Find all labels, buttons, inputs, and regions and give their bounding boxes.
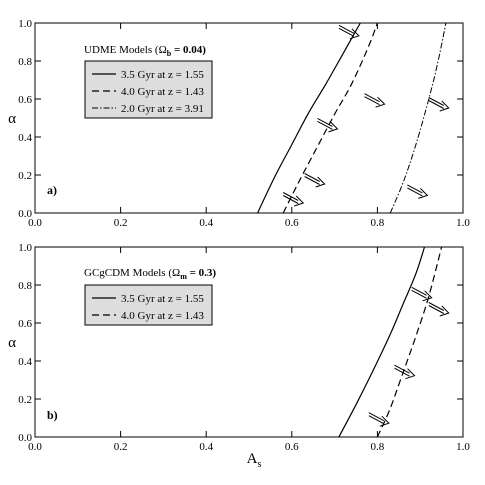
legend-entry: 3.5 Gyr at z = 1.55 — [121, 69, 204, 81]
panel-b: 0.0 0.2 0.4 0.6 0.8 1.0 0.00.20.40.60.81.0 α … — [8, 242, 470, 470]
series-line — [257, 22, 361, 214]
arrow-group — [368, 286, 450, 427]
y-ticks: 0.0 0.2 0.4 0.6 0.8 1.0 — [18, 18, 463, 220]
y-tick-label: 0.6 — [18, 318, 32, 330]
x-tick-label: 0.0 — [28, 217, 42, 229]
series-line — [338, 246, 426, 438]
panel-a: 0.0 0.2 0.4 0.6 0.8 1.0 0.00.20.40.60.81.0 α … — [8, 18, 470, 229]
legend-entry: 3.5 Gyr at z = 1.55 — [121, 293, 204, 305]
x-axis-title: As — [247, 451, 262, 470]
y-tick-label: 0.4 — [18, 356, 32, 368]
y-tick-label: 1.0 — [18, 242, 32, 254]
legend-title-sub: b — [167, 49, 172, 58]
legend-title: GCgCDM Models (Ωm = 0.3) — [84, 267, 216, 281]
x-tick-label: 0.6 — [285, 217, 299, 229]
series-line — [282, 22, 378, 214]
legend-title-main: UDME Models ( — [84, 44, 159, 56]
panel-tag: b) — [47, 408, 58, 422]
direction-arrow — [364, 93, 386, 108]
y-ticks: 0.0 0.2 0.4 0.6 0.8 1.0 — [18, 242, 463, 444]
y-tick-label: 0.2 — [18, 170, 32, 182]
x-axis-title-main: A — [247, 451, 258, 467]
x-tick-label: 0.4 — [199, 441, 213, 453]
series-group — [338, 246, 443, 438]
y-tick-label: 0.8 — [18, 280, 32, 292]
legend-entry: 2.0 Gyr at z = 3.91 — [121, 103, 204, 115]
x-tick-label: 1.0 — [456, 217, 470, 229]
series-group — [257, 22, 447, 214]
x-tick-label: 0.8 — [371, 217, 385, 229]
direction-arrow — [368, 412, 390, 427]
series-line — [376, 246, 443, 438]
x-ticks: 0.0 0.2 0.4 0.6 0.8 1.0 — [28, 247, 470, 453]
direction-arrow — [283, 192, 305, 207]
direction-arrow — [428, 302, 450, 317]
legend-title: UDME Models (Ωb = 0.04) — [84, 44, 206, 58]
legend: GCgCDM Models (Ωm = 0.3) 3.5 Gyr at z = … — [84, 267, 216, 326]
direction-arrow — [338, 24, 360, 40]
direction-arrow — [411, 286, 433, 302]
x-tick-label: 0.0 — [28, 441, 42, 453]
legend-title-value: = 0.3) — [187, 267, 217, 279]
legend-entry: 4.0 Gyr at z = 1.43 — [121, 86, 204, 98]
x-tick-label: 0.2 — [114, 217, 128, 229]
y-tick-label: 0.6 — [18, 94, 32, 106]
x-tick-label: 1.0 — [456, 441, 470, 453]
legend-box — [84, 284, 213, 326]
y-axis-title: α — [8, 335, 16, 351]
series-line — [389, 22, 447, 214]
panel-tag: a) — [47, 183, 57, 197]
x-tick-label: 0.8 — [371, 441, 385, 453]
y-tick-label: 1.0 — [18, 18, 32, 30]
x-tick-label: 0.2 — [114, 441, 128, 453]
legend-title-value: = 0.04) — [171, 44, 206, 56]
x-tick-label: 0.6 — [285, 441, 299, 453]
x-ticks: 0.0 0.2 0.4 0.6 0.8 1.0 — [28, 23, 470, 229]
arrow-group — [283, 24, 450, 207]
y-tick-label: 0.0 — [18, 432, 32, 444]
direction-arrow — [317, 117, 339, 133]
y-tick-label: 0.2 — [18, 394, 32, 406]
y-tick-label: 0.0 — [18, 208, 32, 220]
legend-title-main: GCgCDM Models ( — [84, 267, 172, 279]
legend-entry: 4.0 Gyr at z = 1.43 — [121, 310, 204, 322]
y-tick-label: 0.8 — [18, 56, 32, 68]
x-axis-title-sub: s — [257, 459, 261, 470]
x-tick-label: 0.4 — [199, 217, 213, 229]
legend-title-symbol: Ω — [172, 267, 180, 279]
legend: UDME Models (Ωb = 0.04) 3.5 Gyr at z = 1… — [84, 44, 213, 119]
direction-arrow — [394, 364, 416, 380]
y-tick-label: 0.4 — [18, 132, 32, 144]
legend-title-symbol: Ω — [159, 44, 167, 56]
direction-arrow — [407, 184, 429, 199]
legend-title-sub: m — [180, 272, 187, 281]
direction-arrow — [428, 97, 450, 112]
direction-arrow — [304, 173, 326, 188]
y-axis-title: α — [8, 111, 16, 127]
